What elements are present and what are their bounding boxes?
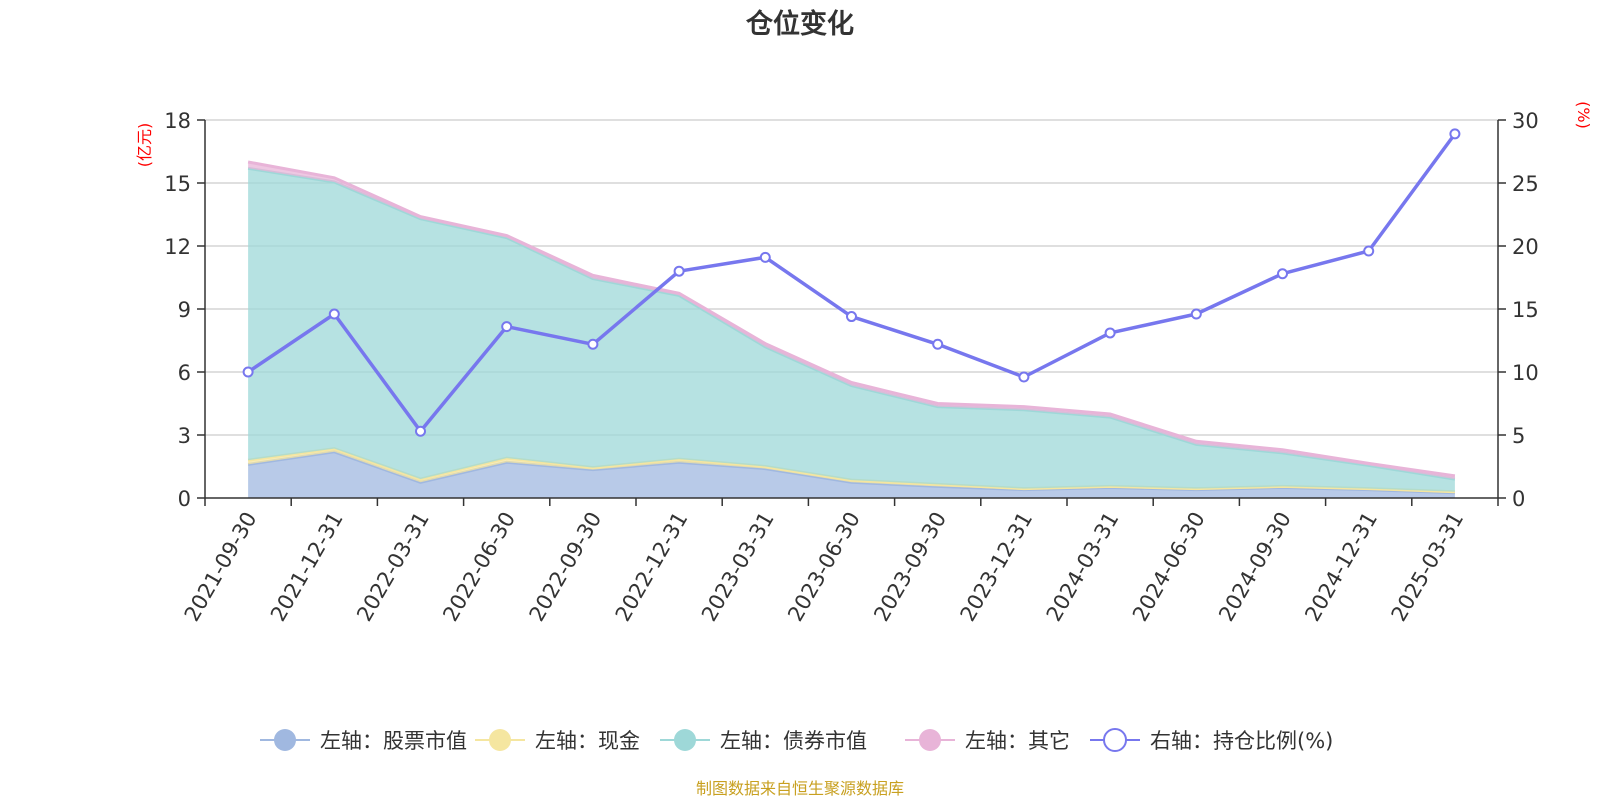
x-axis-tick-label: 2022-06-30 — [438, 508, 520, 626]
right-axis-tick-label: 30 — [1512, 109, 1539, 133]
right-axis-tick-label: 20 — [1512, 235, 1539, 259]
left-axis-tick-label: 0 — [178, 487, 191, 511]
legend-item: 左轴：股票市值 — [260, 729, 467, 753]
legend-marker — [1103, 728, 1127, 752]
legend-label: 右轴：持仓比例(%) — [1150, 729, 1333, 753]
legend-marker — [489, 729, 511, 751]
right-axis-tick-label: 10 — [1512, 361, 1539, 385]
left-axis-tick-label: 12 — [164, 235, 191, 259]
right-axis-tick-label: 0 — [1512, 487, 1525, 511]
position-ratio-line — [242, 128, 1461, 437]
right-axis-tick-label: 5 — [1512, 424, 1525, 448]
left-axis-unit: (亿元) — [135, 123, 154, 168]
x-axis-tick-label: 2024-03-31 — [1042, 508, 1124, 626]
legend-item: 左轴：债券市值 — [660, 729, 867, 753]
data-source-note: 制图数据来自恒生聚源数据库 — [696, 779, 904, 798]
stacked-areas — [247, 160, 1456, 498]
area-左轴：债券市值 — [248, 168, 1455, 492]
ratio-point — [1190, 308, 1202, 320]
ratio-point — [587, 338, 599, 350]
x-axis-tick-label: 2025-03-31 — [1387, 508, 1469, 626]
ratio-point — [673, 265, 685, 277]
left-axis-tick-label: 6 — [178, 361, 191, 385]
x-axis-tick-label: 2023-03-31 — [697, 508, 779, 626]
right-axis-unit: (%) — [1574, 101, 1593, 129]
x-axis-tick-label: 2022-03-31 — [352, 508, 434, 626]
ratio-point — [1449, 128, 1461, 140]
ratio-point — [846, 311, 857, 323]
x-axis-tick-label: 2023-06-30 — [783, 508, 865, 626]
x-axis-tick-label: 2022-09-30 — [525, 508, 607, 626]
legend-label: 左轴：债券市值 — [720, 729, 867, 753]
legend-marker — [674, 729, 696, 751]
ratio-point — [415, 425, 426, 437]
legend-label: 左轴：股票市值 — [320, 729, 467, 753]
ratio-point — [501, 321, 513, 333]
left-axis-tick-label: 3 — [178, 424, 191, 448]
legend-label: 左轴：其它 — [965, 729, 1070, 753]
legend-item: 右轴：持仓比例(%) — [1090, 728, 1333, 753]
x-axis-tick-label: 2024-06-30 — [1128, 508, 1210, 626]
x-axis-tick-label: 2023-09-30 — [869, 508, 951, 626]
x-axis-tick-label: 2022-12-31 — [611, 508, 693, 626]
chart-title: 仓位变化 — [745, 8, 854, 40]
ratio-point — [932, 338, 944, 350]
ratio-point — [759, 251, 771, 263]
legend-item: 左轴：现金 — [475, 729, 640, 753]
ratio-point — [1104, 327, 1116, 339]
left-axis-tick-label: 9 — [178, 298, 191, 322]
right-axis-tick-label: 15 — [1512, 298, 1539, 322]
legend-item: 左轴：其它 — [905, 729, 1070, 753]
legend-marker — [919, 729, 941, 751]
area-左轴：股票市值 — [248, 451, 1455, 498]
x-axis-tick-label: 2024-09-30 — [1214, 508, 1296, 626]
legend: 左轴：股票市值 左轴：现金 左轴：债券市值 左轴：其它 右轴：持仓比例(%) — [260, 728, 1333, 753]
legend-marker — [274, 729, 296, 751]
right-axis-tick-label: 25 — [1512, 172, 1539, 196]
x-axis-tick-label: 2023-12-31 — [956, 508, 1038, 626]
ratio-point — [242, 366, 254, 378]
ratio-point — [1277, 268, 1288, 280]
x-axis-tick-label: 2021-12-31 — [266, 508, 348, 626]
ratio-point — [1363, 245, 1375, 257]
ratio-point — [328, 308, 340, 320]
area-edge-左轴：其它 — [247, 160, 1456, 478]
legend-label: 左轴：现金 — [535, 729, 640, 753]
left-axis-tick-label: 18 — [164, 109, 191, 133]
ratio-point — [1018, 371, 1030, 383]
x-axis-tick-label: 2021-09-30 — [180, 508, 262, 626]
x-axis-tick-label: 2024-12-31 — [1300, 508, 1382, 626]
left-axis-tick-label: 15 — [164, 172, 191, 196]
